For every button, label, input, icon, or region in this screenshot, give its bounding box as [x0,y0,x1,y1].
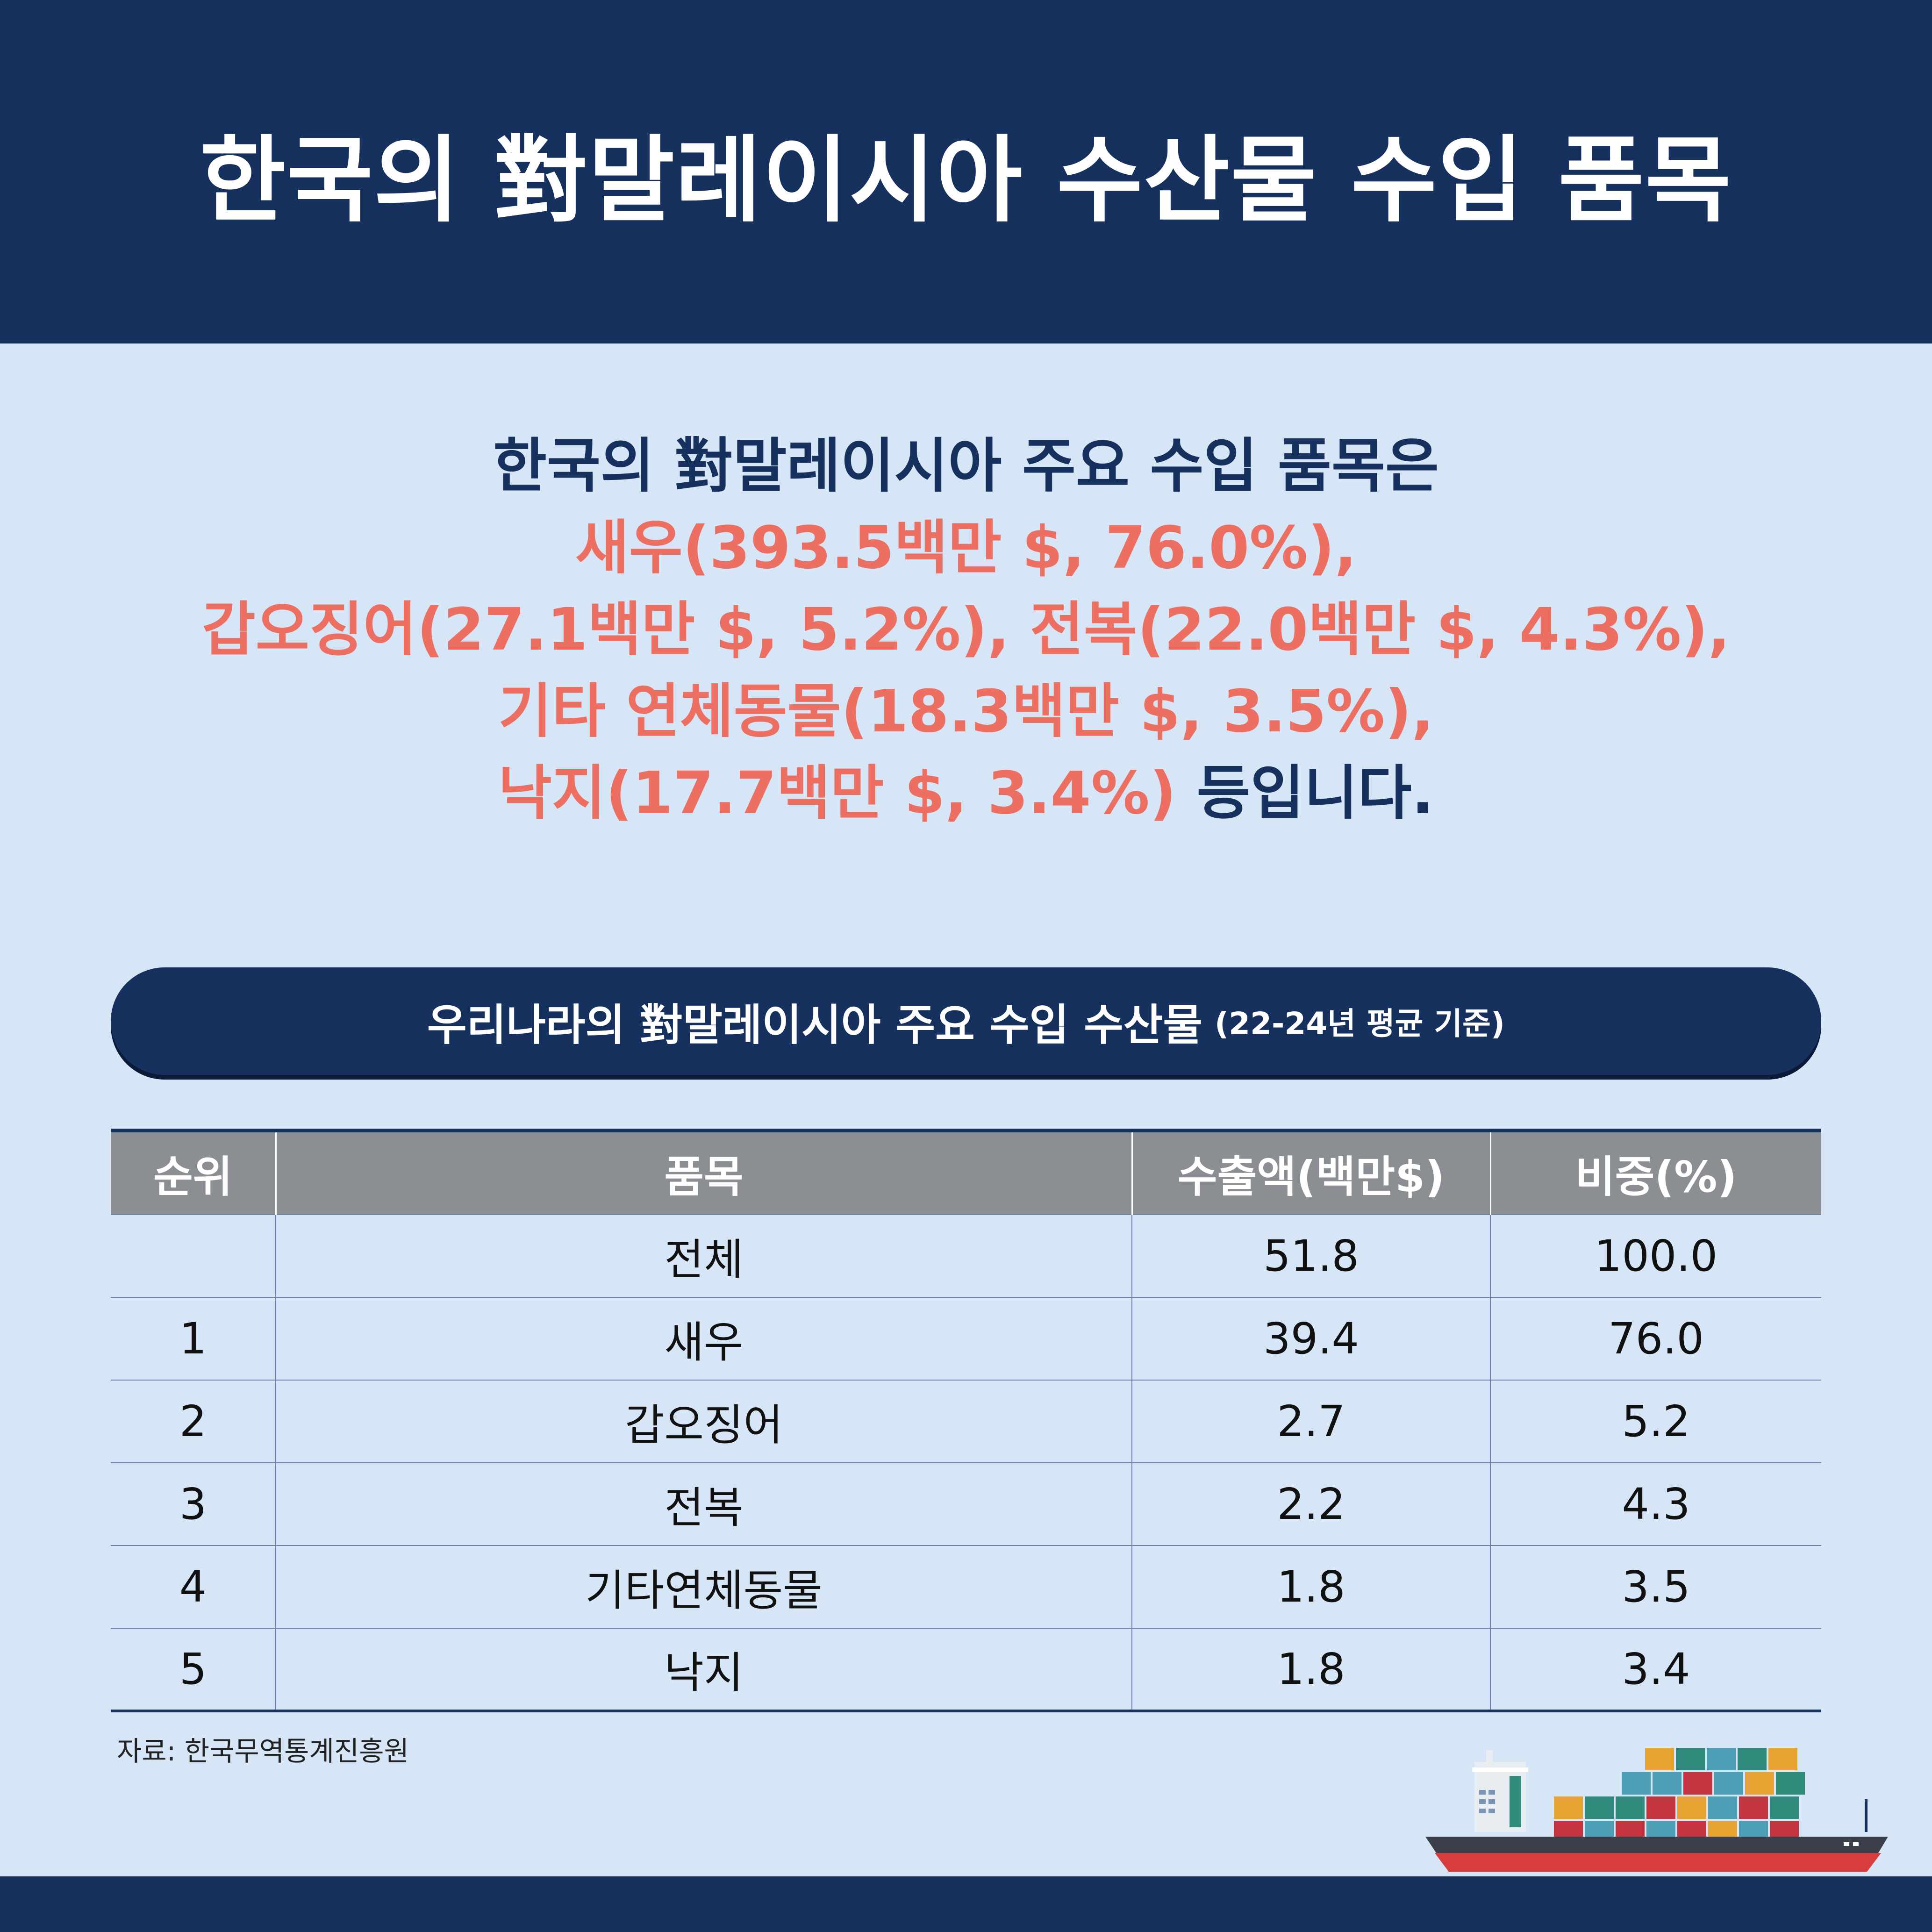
table-row: 1 새우 39.4 76.0 [111,1297,1821,1380]
cell-item: 기타연체동물 [275,1545,1132,1628]
summary-octopus: 낙지(17.7백만 $, 3.4%) [498,759,1176,827]
header-rank: 순위 [111,1129,276,1215]
cell-item: 낙지 [275,1628,1132,1712]
footer-band [0,1876,1932,1932]
summary-mollusks: 기타 연체동물(18.3백만 $, 3.5%), [498,678,1434,745]
cell-rank: 4 [111,1545,276,1628]
title-banner: 한국의 對말레이시아 수산물 수입 품목 [0,0,1932,343]
cell-rank: 3 [111,1462,276,1546]
summary-line-3: 갑오징어(27.1백만 $, 5.2%), 전복(22.0백만 $, 4.3%)… [0,589,1932,671]
summary-intro: 한국의 對말레이시아 주요 수입 품목은 [493,432,1439,500]
header-amount: 수출액(백만$) [1131,1129,1490,1215]
cell-rank: 2 [111,1380,276,1463]
summary-abalone: 전복(22.0백만 $, 4.3%), [1030,596,1731,664]
source-note: 자료: 한국무역통계진흥원 [117,1735,409,1767]
summary-shrimp: 새우(393.5백만 $, 76.0%), [575,514,1357,582]
cell-share: 5.2 [1490,1380,1821,1463]
cell-item: 새우 [275,1297,1132,1380]
cell-amount: 2.2 [1131,1462,1490,1546]
cell-amount: 39.4 [1131,1297,1490,1380]
page-title: 한국의 對말레이시아 수산물 수입 품목 [200,126,1732,235]
header-share: 비중(%) [1489,1129,1821,1215]
summary-cuttlefish: 갑오징어(27.1백만 $, 5.2%), [201,596,1010,664]
cell-item: 갑오징어 [275,1380,1132,1463]
section-title-pill: 우리나라의 對말레이시아 주요 수입 수산물 (22-24년 평균 기준) [111,967,1821,1075]
cell-item: 전체 [275,1214,1132,1297]
summary-ending: 등입니다. [1196,759,1434,827]
summary-line-5: 낙지(17.7백만 $, 3.4%) 등입니다. [0,752,1932,834]
cell-share: 100.0 [1490,1214,1821,1297]
header-item: 품목 [275,1129,1132,1215]
cell-amount: 51.8 [1131,1214,1490,1297]
table-row: 2 갑오징어 2.7 5.2 [111,1380,1821,1463]
cell-rank: 5 [111,1628,276,1712]
table-header-row: 순위 품목 수출액(백만$) 비중(%) [111,1129,1821,1215]
cell-share: 3.4 [1490,1628,1821,1712]
section-title: 우리나라의 對말레이시아 주요 수입 수산물 [427,1000,1203,1050]
cell-rank: 1 [111,1297,276,1380]
section-subtitle: (22-24년 평균 기준) [1215,1006,1505,1042]
table-row: 3 전복 2.2 4.3 [111,1462,1821,1546]
cargo-ship-illustration [1425,1748,1888,1872]
table-row: 5 낙지 1.8 3.4 [111,1628,1821,1712]
cell-amount: 1.8 [1131,1545,1490,1628]
cell-share: 4.3 [1490,1462,1821,1546]
cell-amount: 2.7 [1131,1380,1490,1463]
cell-share: 3.5 [1490,1545,1821,1628]
cell-rank [111,1214,276,1297]
cell-share: 76.0 [1490,1297,1821,1380]
import-table: 순위 품목 수출액(백만$) 비중(%) 전체 51.8 100.0 1 새우 … [111,1129,1821,1712]
table-row: 4 기타연체동물 1.8 3.5 [111,1545,1821,1628]
cell-item: 전복 [275,1462,1132,1546]
summary-text: 한국의 對말레이시아 주요 수입 품목은 새우(393.5백만 $, 76.0%… [0,425,1932,834]
table-row: 전체 51.8 100.0 [111,1214,1821,1297]
cell-amount: 1.8 [1131,1628,1490,1712]
